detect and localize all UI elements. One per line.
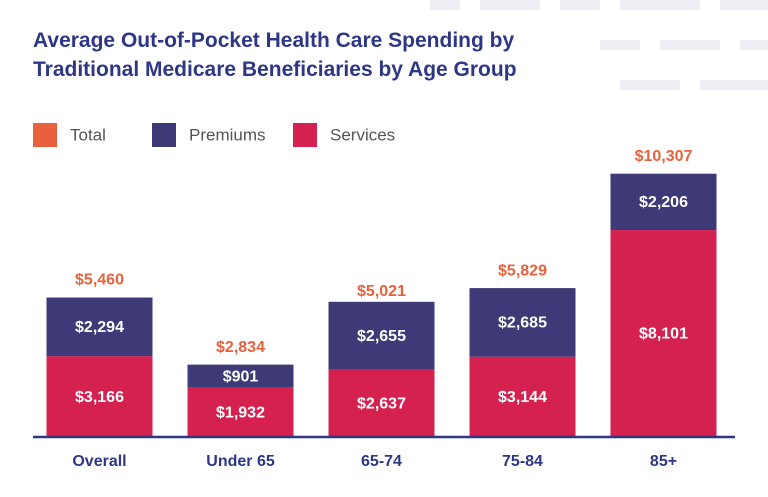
bar-segment [610, 173, 717, 231]
value-label: $8,101 [639, 326, 688, 343]
decoration [430, 0, 768, 90]
bar-segment [328, 301, 435, 370]
total-label: $2,834 [216, 339, 265, 356]
bar-segment [469, 356, 576, 437]
value-label: $2,206 [639, 194, 688, 211]
value-label: $2,655 [357, 328, 406, 345]
total-label: $5,021 [357, 283, 406, 300]
x-tick-label: Under 65 [206, 453, 275, 470]
bar-segment [328, 369, 435, 437]
bar-segment [187, 364, 294, 388]
value-label: $2,637 [357, 396, 406, 413]
x-tick-label: 65-74 [361, 453, 402, 470]
bar-segment [469, 288, 576, 357]
legend-swatch [293, 123, 317, 147]
value-label: $2,294 [75, 319, 124, 336]
value-label: $901 [223, 368, 259, 385]
chart-title: Average Out-of-Pocket Health Care Spendi… [33, 29, 517, 81]
bar-segment [187, 387, 294, 437]
total-label: $5,460 [75, 272, 124, 289]
legend-label: Premiums [189, 125, 266, 144]
total-label: $10,307 [635, 148, 693, 165]
x-tick-label: 85+ [650, 453, 677, 470]
value-label: $1,932 [216, 405, 265, 422]
legend-swatch [152, 123, 176, 147]
legend-swatch [33, 123, 57, 147]
bar-segment [46, 356, 153, 437]
total-label: $5,829 [498, 262, 547, 279]
value-label: $3,144 [498, 389, 547, 406]
legend-label: Services [330, 125, 395, 144]
bar-segment [46, 297, 153, 357]
bar-segment [610, 230, 717, 437]
x-tick-label: Overall [72, 453, 126, 470]
value-label: $3,166 [75, 389, 124, 406]
value-label: $2,685 [498, 315, 547, 332]
legend-label: Total [70, 125, 106, 144]
x-tick-label: 75-84 [502, 453, 543, 470]
